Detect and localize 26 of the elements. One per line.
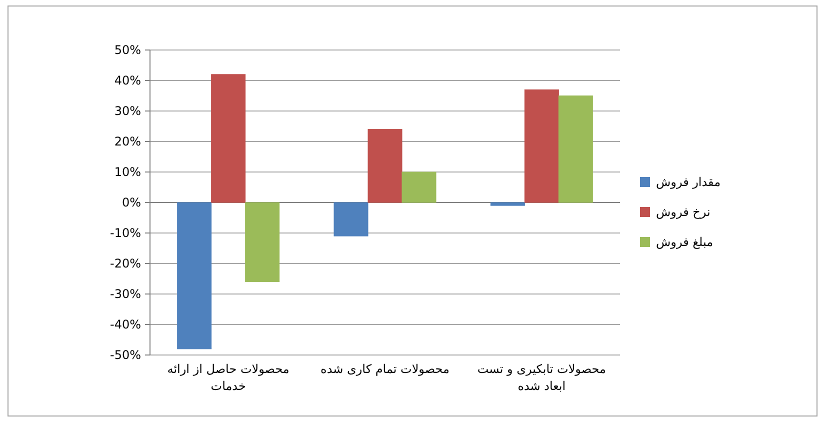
y-tick-label: 30%: [114, 104, 141, 118]
bar: [490, 202, 525, 206]
bar: [245, 202, 280, 282]
y-tick-label: 20%: [114, 134, 141, 148]
x-tick-label: محصولات تمام کاری شده: [320, 361, 450, 378]
y-tick-label: 10%: [114, 165, 141, 179]
y-tick-label: -30%: [110, 287, 141, 301]
legend-label: مبلغ فروش: [656, 235, 714, 249]
x-tick-label: محصولات تابکیری و تست ابعاد شده: [476, 361, 607, 395]
bar: [211, 74, 246, 203]
y-tick-label: 0%: [122, 196, 141, 210]
y-tick-label: 50%: [114, 43, 141, 57]
y-tick-label: -40%: [110, 318, 141, 332]
bar: [368, 129, 402, 203]
bar: [524, 89, 559, 203]
bar: [334, 202, 368, 236]
bar: [402, 172, 436, 203]
y-tick-label: -50%: [110, 348, 141, 362]
x-tick-label: محصولات حاصل از ارائه خدمات: [166, 361, 290, 395]
y-tick-label: 40%: [114, 74, 141, 88]
bar: [177, 202, 212, 350]
y-tick-label: -20%: [110, 256, 141, 270]
y-tick-label: -10%: [110, 226, 141, 240]
legend-label: مقدار فروش: [656, 175, 721, 189]
bar: [558, 96, 593, 203]
legend-label: نرخ فروش: [656, 205, 710, 219]
